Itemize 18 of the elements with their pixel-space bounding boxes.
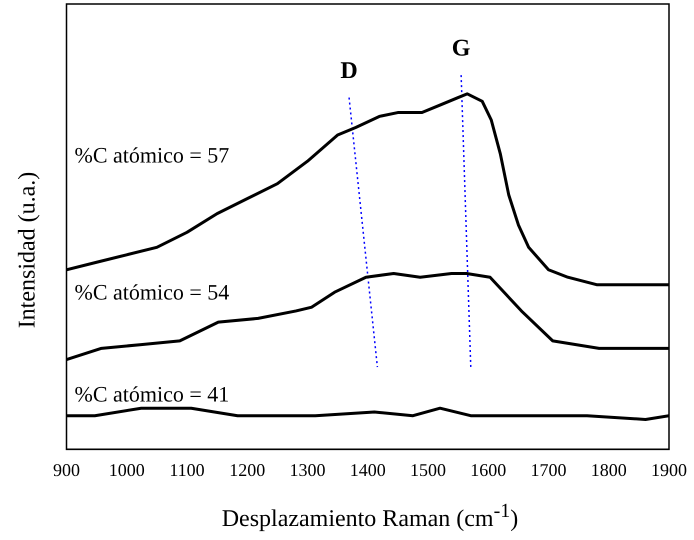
x-axis-title: Desplazamiento Raman (cm$^{-1}$) [220, 500, 520, 533]
series-label: %C atómico = 41 [74, 381, 230, 406]
x-tick-label: 1400 [350, 460, 386, 480]
annotation: D [340, 58, 358, 84]
x-tick-label: 1200 [229, 460, 266, 480]
x-tick-label: 1700 [530, 460, 566, 480]
x-tick-label: 1600 [470, 460, 506, 480]
x-tick-label: 1100 [169, 460, 205, 480]
x-tick-label: 900 [53, 460, 80, 480]
text: G [452, 35, 471, 62]
y-axis-title: Intensidad (u.a.) [14, 172, 42, 328]
x-tick-label: 1800 [590, 460, 627, 480]
x-tick-label: 1000 [108, 460, 145, 480]
series-label: %C atómico = 54 [74, 279, 230, 304]
series-label: %C atómico = 57 [74, 142, 230, 168]
x-tick-label: 1300 [290, 460, 326, 480]
x-tick-label: 1900 [651, 460, 687, 480]
x-tick-label: 1500 [410, 460, 446, 480]
